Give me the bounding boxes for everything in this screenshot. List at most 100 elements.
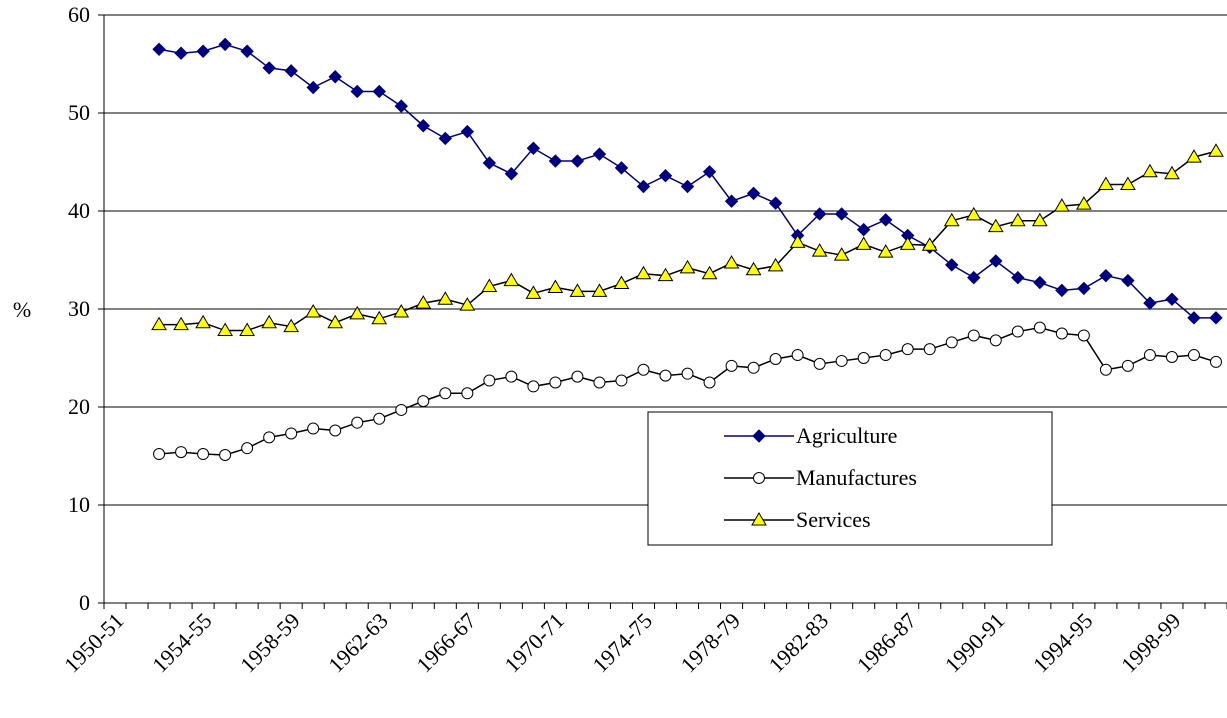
point xyxy=(1076,196,1092,210)
point xyxy=(1031,212,1048,227)
point xyxy=(659,369,672,382)
point xyxy=(327,314,344,329)
point xyxy=(725,359,738,372)
x-tick-label: 1962-63 xyxy=(323,608,393,678)
point xyxy=(1033,275,1047,290)
legend-marker xyxy=(751,512,767,526)
point xyxy=(239,322,255,337)
point xyxy=(482,156,497,170)
point xyxy=(636,179,651,194)
point xyxy=(965,206,982,221)
point xyxy=(857,352,870,364)
point xyxy=(306,80,320,95)
point xyxy=(503,272,520,287)
point xyxy=(1186,149,1202,163)
point xyxy=(547,279,564,293)
point xyxy=(1121,359,1134,372)
point xyxy=(219,449,232,462)
point xyxy=(1165,292,1179,306)
point xyxy=(1055,283,1069,298)
point xyxy=(1053,198,1070,212)
legend-marker xyxy=(752,429,766,443)
point xyxy=(1121,273,1135,288)
point xyxy=(173,316,189,331)
point xyxy=(1120,176,1136,191)
x-tick-label: 1998-99 xyxy=(1116,608,1186,678)
x-tick-label: 1994-95 xyxy=(1028,608,1098,678)
y-axis-label: % xyxy=(13,297,31,322)
point xyxy=(459,297,476,311)
point xyxy=(877,244,894,258)
point xyxy=(746,186,761,201)
point xyxy=(1143,296,1157,310)
point xyxy=(813,357,826,370)
point xyxy=(901,343,914,356)
point xyxy=(1011,325,1024,338)
point xyxy=(1209,311,1223,325)
point xyxy=(217,322,233,337)
x-tick-label: 1970-71 xyxy=(499,608,569,678)
point xyxy=(417,395,430,408)
point xyxy=(703,376,716,389)
point xyxy=(350,84,364,99)
point xyxy=(525,285,542,299)
point xyxy=(658,169,673,183)
x-tick-label: 1990-91 xyxy=(940,608,1010,678)
point xyxy=(307,422,320,435)
x-tick-label: 1958-59 xyxy=(235,608,305,678)
point xyxy=(571,370,584,383)
point xyxy=(1165,351,1178,364)
point xyxy=(416,119,430,133)
point xyxy=(1208,143,1224,157)
series xyxy=(152,37,1223,325)
series xyxy=(153,321,1222,462)
point xyxy=(1209,355,1222,368)
point xyxy=(570,154,585,168)
point xyxy=(504,167,519,181)
point xyxy=(175,446,188,459)
point xyxy=(768,196,783,210)
point xyxy=(945,258,959,272)
y-tick-label: 50 xyxy=(68,100,90,125)
point xyxy=(460,124,475,139)
point xyxy=(305,303,322,318)
point xyxy=(987,218,1004,233)
point xyxy=(393,303,410,318)
x-tick-label: 1986-87 xyxy=(852,608,922,678)
y-tick-label: 0 xyxy=(79,590,90,615)
line xyxy=(159,150,1217,332)
point xyxy=(1098,176,1114,191)
legend-label: Agriculture xyxy=(796,423,897,448)
point xyxy=(613,275,630,290)
point xyxy=(241,442,254,455)
point xyxy=(767,257,784,272)
point xyxy=(614,161,629,175)
point xyxy=(615,374,628,387)
x-tick-label: 1954-55 xyxy=(147,608,217,678)
point xyxy=(1187,311,1201,325)
x-tick-label: 1950-51 xyxy=(59,608,129,678)
point xyxy=(195,314,211,329)
point xyxy=(833,247,850,261)
point xyxy=(967,270,981,285)
point xyxy=(373,412,386,425)
point xyxy=(218,37,232,52)
point xyxy=(789,234,806,248)
point xyxy=(989,254,1003,268)
series xyxy=(151,143,1224,337)
point xyxy=(1164,165,1180,180)
point xyxy=(724,194,739,208)
point xyxy=(1011,270,1025,285)
point xyxy=(923,343,936,356)
y-tick-label: 40 xyxy=(68,198,90,223)
point xyxy=(481,278,498,292)
point xyxy=(591,283,608,297)
point xyxy=(1055,327,1068,340)
point xyxy=(437,291,454,305)
point xyxy=(681,367,694,380)
point xyxy=(394,99,408,113)
point xyxy=(745,261,762,276)
point xyxy=(526,141,541,155)
